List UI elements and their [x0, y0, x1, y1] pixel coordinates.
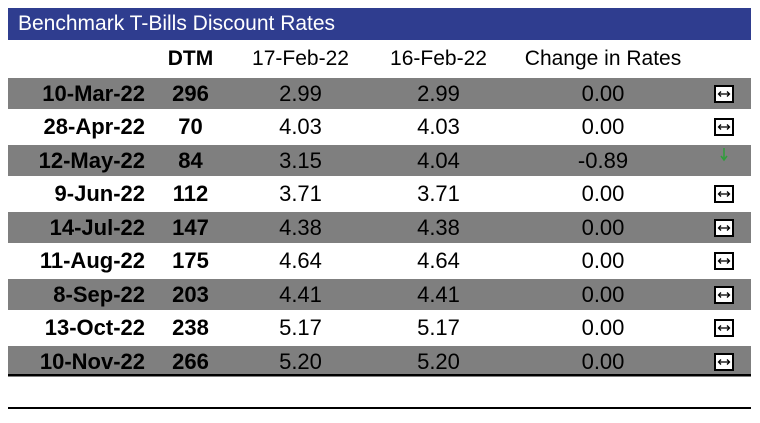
- row-icon-cell: [708, 246, 740, 277]
- header-date-2: 16-Feb-22: [390, 47, 487, 70]
- row-rate-1: 4.41: [279, 281, 322, 307]
- row-dtm: 296: [172, 80, 209, 106]
- row-change: 0.00: [581, 214, 625, 240]
- unchanged-icon: [714, 218, 734, 237]
- row-dtm: 70: [178, 114, 203, 139]
- row-rate-1: 3.15: [279, 147, 322, 173]
- row-date: 14-Jul-22: [49, 214, 145, 240]
- row-icon-cell: [708, 279, 740, 310]
- row-date: 10-Nov-22: [39, 348, 145, 374]
- row-rate-2: 4.03: [417, 114, 460, 139]
- row-change: 0.00: [581, 348, 625, 374]
- row-rate-1: 5.20: [279, 348, 322, 374]
- table-bottom-rule: [8, 374, 751, 376]
- row-rate-2: 5.20: [417, 348, 460, 374]
- row-change: 0.00: [581, 181, 625, 206]
- table-row: 11-Aug-22 175 4.64 4.64 0.00: [8, 246, 751, 277]
- row-icon-cell: [708, 212, 740, 243]
- row-dtm: 112: [172, 181, 209, 206]
- table-row: 8-Sep-22 203 4.41 4.41 0.00: [8, 279, 751, 310]
- row-rate-1: 4.38: [279, 214, 322, 240]
- row-rate-2: 2.99: [417, 80, 460, 106]
- unchanged-icon: [714, 319, 734, 337]
- row-icon-cell: [708, 78, 740, 109]
- row-rate-1: 2.99: [279, 80, 322, 106]
- row-icon-cell: [708, 179, 740, 210]
- table-row: 14-Jul-22 147 4.38 4.38 0.00: [8, 212, 751, 243]
- row-change: 0.00: [581, 315, 625, 340]
- header-change: Change in Rates: [524, 47, 682, 70]
- table-title: Benchmark T-Bills Discount Rates: [8, 8, 751, 40]
- unchanged-icon: [714, 352, 734, 371]
- row-change: 0.00: [581, 281, 625, 307]
- row-icon-cell: [708, 313, 740, 344]
- row-date: 8-Sep-22: [53, 281, 145, 307]
- row-dtm: 84: [178, 147, 203, 173]
- row-date: 13-Oct-22: [44, 315, 145, 340]
- row-rate-1: 4.03: [279, 114, 322, 139]
- row-date: 10-Mar-22: [42, 80, 145, 106]
- row-dtm: 203: [172, 281, 209, 307]
- header-dtm: DTM: [167, 47, 214, 70]
- row-rate-2: 4.04: [417, 147, 460, 173]
- row-dtm: 238: [172, 315, 209, 340]
- row-rate-2: 3.71: [417, 181, 460, 206]
- table-row: 13-Oct-22 238 5.17 5.17 0.00: [8, 313, 751, 344]
- down-arrow-icon: [719, 147, 729, 163]
- row-icon-cell: [708, 112, 740, 143]
- row-icon-cell: [708, 346, 740, 377]
- table-row: 10-Mar-22 296 2.99 2.99 0.00: [8, 78, 751, 109]
- row-dtm: 266: [172, 348, 209, 374]
- row-date: 12-May-22: [38, 147, 145, 173]
- row-rate-2: 5.17: [417, 315, 460, 340]
- row-change: 0.00: [581, 80, 625, 106]
- header-date-1: 17-Feb-22: [252, 47, 349, 70]
- table-row: 9-Jun-22 112 3.71 3.71 0.00: [8, 179, 751, 210]
- row-rate-2: 4.38: [417, 214, 460, 240]
- row-icon-cell: [708, 145, 740, 178]
- row-dtm: 147: [172, 214, 209, 240]
- footer-rule: [8, 407, 751, 409]
- row-change: 0.00: [581, 114, 625, 139]
- unchanged-icon: [714, 118, 734, 136]
- row-rate-1: 4.64: [279, 248, 322, 273]
- header-row: DTM 17-Feb-22 16-Feb-22 Change in Rates: [8, 42, 751, 76]
- row-date: 11-Aug-22: [39, 248, 145, 273]
- unchanged-icon: [714, 252, 734, 270]
- row-change: -0.89: [577, 147, 629, 173]
- table-row: 12-May-22 84 3.15 4.04 -0.89: [8, 145, 751, 176]
- unchanged-icon: [714, 84, 734, 103]
- table-row: 10-Nov-22 266 5.20 5.20 0.00: [8, 346, 751, 377]
- unchanged-icon: [714, 185, 734, 203]
- row-rate-1: 5.17: [279, 315, 322, 340]
- table-row: 28-Apr-22 70 4.03 4.03 0.00: [8, 112, 751, 143]
- row-dtm: 175: [172, 248, 209, 273]
- row-rate-2: 4.64: [417, 248, 460, 273]
- row-date: 9-Jun-22: [54, 181, 145, 206]
- unchanged-icon: [714, 285, 734, 304]
- row-date: 28-Apr-22: [43, 114, 145, 139]
- row-rate-1: 3.71: [279, 181, 322, 206]
- row-rate-2: 4.41: [417, 281, 460, 307]
- row-change: 0.00: [581, 248, 625, 273]
